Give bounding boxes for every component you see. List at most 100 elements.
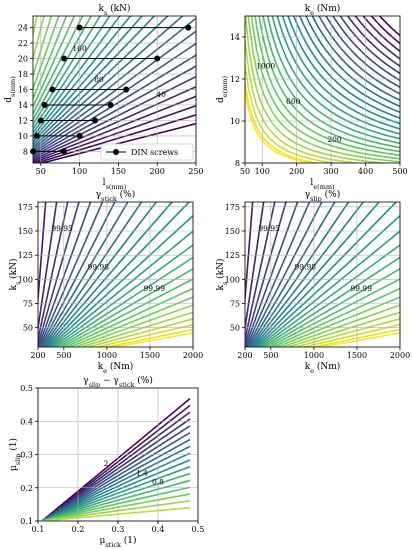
contour-line	[250, 202, 365, 347]
contour-label: 600	[286, 97, 301, 106]
din-screw-point	[37, 117, 44, 124]
x-tick-label: 500	[56, 351, 71, 360]
contour-line	[33, 16, 169, 146]
din-screw-point	[92, 117, 99, 124]
contour-line	[33, 65, 196, 158]
contour-line	[318, 16, 400, 95]
chart-title: γslip (%)	[305, 189, 340, 203]
contour-line	[300, 323, 400, 347]
contour-line	[245, 202, 311, 347]
contour-line	[287, 16, 400, 125]
contour-line	[38, 122, 196, 163]
contour-line	[41, 452, 191, 521]
axes-frame	[244, 15, 401, 164]
contour-line	[339, 16, 400, 75]
contour-line	[292, 16, 400, 119]
y-tick-label: 175	[225, 203, 240, 212]
contour-line	[33, 75, 196, 159]
x-axis-label: le(mm)	[310, 178, 335, 191]
contour-line	[38, 202, 80, 347]
contour-line	[41, 500, 191, 521]
contour-line	[285, 311, 400, 347]
y-tick-label: 12	[18, 116, 28, 125]
y-tick-label: 175	[18, 203, 33, 212]
x-axis-label: ls(mm)	[103, 178, 127, 191]
contour-line	[41, 438, 191, 521]
contour-line	[50, 230, 193, 347]
contour-line	[245, 65, 340, 163]
contour-line	[41, 493, 191, 521]
y-tick-label: 125	[225, 251, 240, 260]
contour-line	[78, 311, 193, 347]
contour-line	[370, 16, 400, 45]
y-tick-label: 50	[23, 324, 33, 333]
contour-line	[264, 267, 400, 347]
contour-line	[245, 202, 299, 347]
x-tick-label: 50	[240, 167, 250, 176]
contour-line	[57, 267, 193, 347]
din-screw-point	[123, 86, 130, 93]
din-screw-point	[154, 55, 161, 62]
contour-line	[362, 16, 400, 52]
panel-gdiff: 2 1.4 0.8 0.1 0.2 0.3 0.4 0.5 0.1 0.2 0.3 0.4 0.5 γsl…	[8, 375, 204, 549]
x-tick-label: 200	[289, 167, 304, 176]
contour-line	[271, 16, 400, 140]
contour-line	[41, 398, 191, 521]
contour-line	[292, 318, 400, 347]
contour-line	[41, 445, 191, 521]
contour-line	[298, 16, 400, 114]
plot-area	[41, 398, 191, 521]
y-tick-label: 0.3	[20, 451, 33, 460]
contour-line	[38, 202, 92, 347]
chart-title: γstick (%)	[96, 189, 135, 203]
contour-line	[39, 202, 116, 347]
x-tick-label: 2000	[390, 351, 410, 360]
contour-line	[253, 202, 398, 347]
x-tick-label: 0.5	[192, 525, 205, 534]
contour-line	[245, 202, 265, 334]
contour-line	[33, 16, 93, 122]
contour-label: 200	[327, 135, 342, 144]
contour-line	[261, 256, 400, 347]
contour-line	[325, 16, 400, 88]
contour-label: 99.98	[88, 263, 110, 272]
y-tick-label: 125	[18, 251, 33, 260]
contour-line	[33, 16, 156, 144]
y-tick-label: 10	[18, 132, 28, 141]
contour-label: 2	[104, 459, 109, 468]
y-axis-label: de(mm)	[216, 76, 229, 103]
contour-line	[262, 16, 400, 149]
contour-line	[46, 202, 191, 347]
contour-line	[41, 432, 191, 521]
contour-line	[245, 91, 314, 163]
contour-line	[41, 459, 191, 521]
contour-line	[43, 202, 158, 347]
y-tick-label: 75	[23, 300, 33, 309]
x-tick-label: 0.2	[72, 525, 85, 534]
contour-line	[33, 16, 132, 138]
contour-line	[41, 486, 191, 521]
contour-line	[44, 202, 174, 347]
contour-line	[281, 16, 400, 130]
contour-line	[38, 202, 58, 334]
x-tick-label: 0.3	[112, 525, 125, 534]
contour-line	[274, 296, 400, 347]
x-tick-label: 0.4	[152, 525, 165, 534]
contour-line	[245, 83, 323, 163]
x-tick-label: 1500	[347, 351, 367, 360]
plot-area	[245, 202, 400, 347]
y-tick-label: 24	[18, 24, 28, 33]
contour-line	[311, 16, 400, 101]
panel-ks: 40 80 160 50 100 150 200 250 8 10 12 14 16 18 20 22 24 ks…	[4, 3, 204, 191]
contour-line	[41, 425, 191, 521]
din-screw-point	[41, 101, 48, 108]
x-tick-label: 200	[150, 167, 165, 176]
contour-line	[270, 287, 400, 347]
contour-label: 1.4	[136, 468, 148, 477]
contour-line	[33, 104, 196, 163]
x-tick-label: 250	[188, 167, 203, 176]
y-tick-label: 22	[18, 39, 28, 48]
x-tick-label: 1000	[304, 351, 324, 360]
contour-label: 1000	[256, 62, 275, 71]
